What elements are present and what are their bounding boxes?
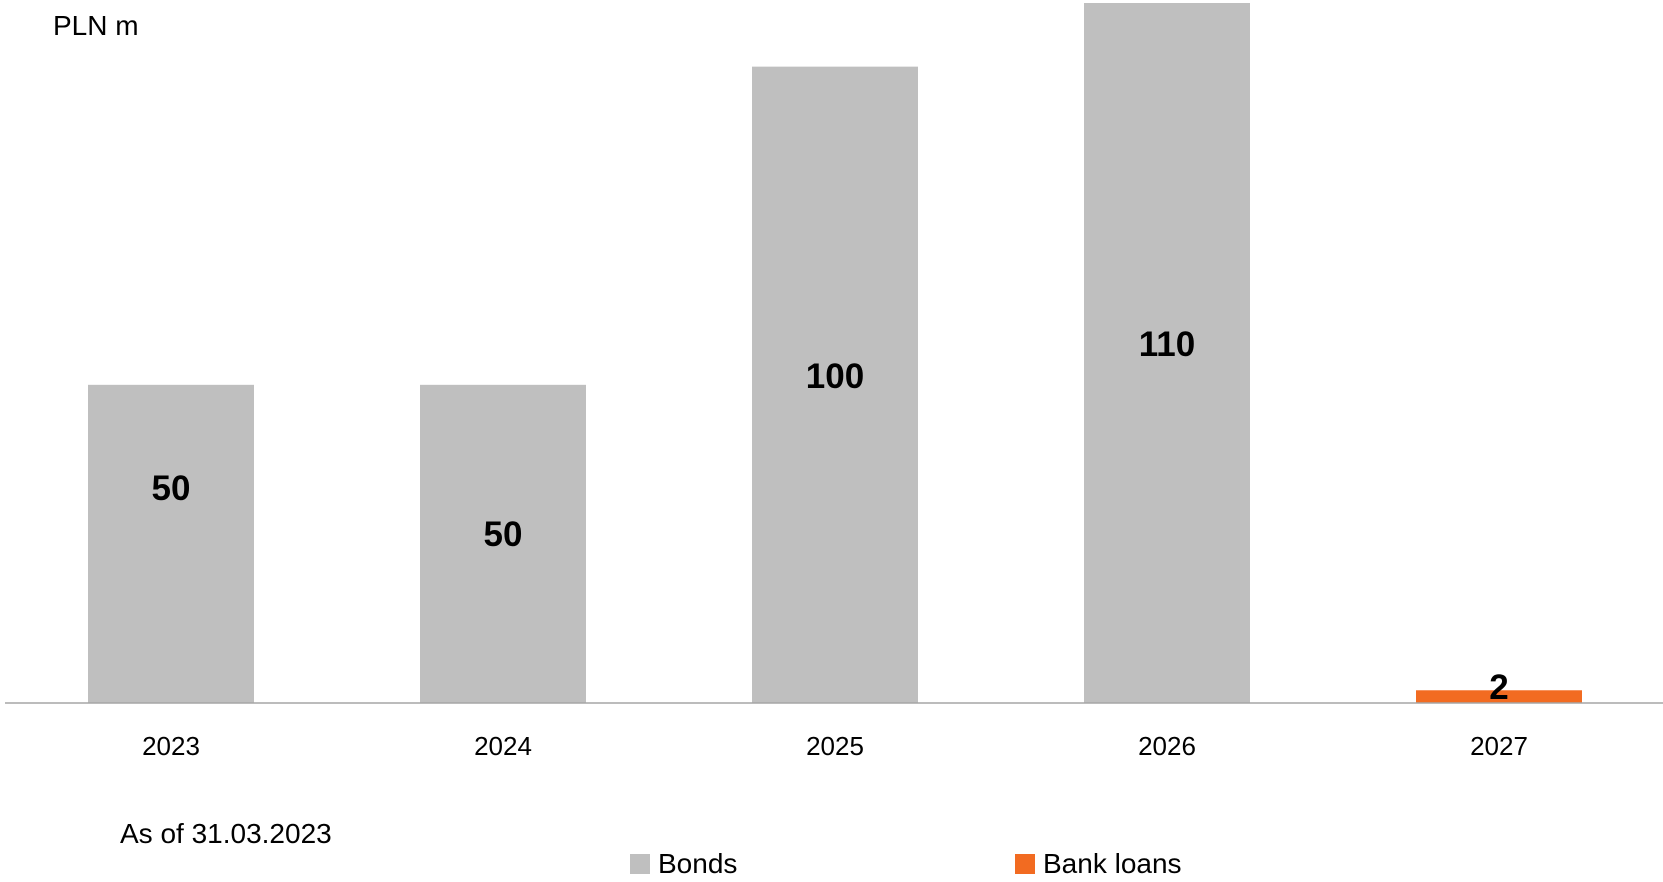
legend-swatch-bonds [630, 854, 650, 874]
data-label-2025: 100 [806, 357, 864, 396]
x-tick-label-2023: 2023 [142, 731, 200, 761]
data-label-2024: 50 [484, 515, 523, 554]
bar-bonds-2026 [1084, 3, 1250, 703]
x-tick-label-2026: 2026 [1138, 731, 1196, 761]
data-label-2027: 2 [1489, 668, 1508, 707]
bar-bonds-2024 [420, 384, 586, 703]
legend-item-bonds: Bonds [630, 848, 737, 880]
legend-label-bonds: Bonds [658, 848, 738, 879]
unit-label: PLN m [53, 10, 139, 41]
legend-swatch-bank-loans [1015, 854, 1035, 874]
legend-label-bank-loans: Bank loans [1043, 848, 1182, 879]
data-label-2026: 110 [1139, 325, 1195, 364]
x-tick-label-2027: 2027 [1470, 731, 1528, 761]
bar-bonds-2023 [88, 384, 254, 703]
as-of-date-note: As of 31.03.2023 [120, 818, 332, 849]
bar-bank-loans-2027 [1416, 690, 1582, 703]
x-tick-label-2025: 2025 [806, 731, 864, 761]
bar-chart: 50 2023 50 2024 100 2025 110 2026 2 2027 [5, 3, 1663, 761]
legend-item-bank-loans: Bank loans [1015, 848, 1182, 880]
x-tick-label-2024: 2024 [474, 731, 532, 761]
bar-bonds-2025 [752, 66, 918, 704]
data-label-2023: 50 [152, 469, 191, 508]
